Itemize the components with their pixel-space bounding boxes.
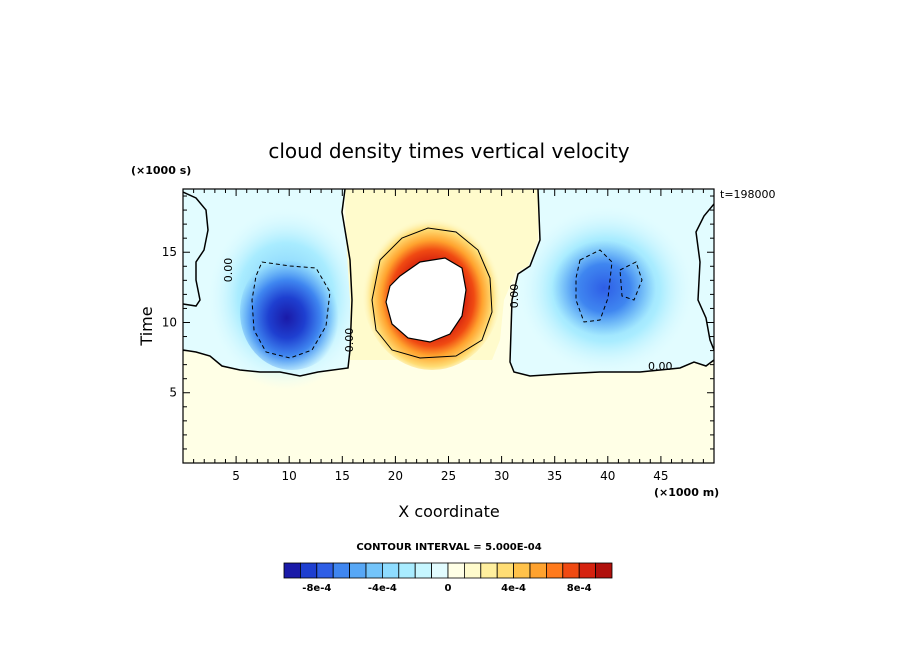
y-tick-label: 15 [162, 245, 177, 259]
x-tick-label: 5 [232, 469, 240, 483]
y-tick-label: 10 [162, 315, 177, 329]
left-downdraft-core [240, 254, 344, 370]
colorbar-swatch [447, 562, 465, 579]
chart-title: cloud density times vertical velocity [268, 139, 629, 163]
time-stamp: t=198000 [720, 188, 776, 201]
contour-label-left: 0.00 [222, 258, 235, 283]
colorbar-swatch [398, 562, 416, 579]
colorbar-swatch [546, 562, 564, 579]
colorbar-swatch [529, 562, 547, 579]
x-tick-label: 45 [653, 469, 668, 483]
axis-ticks: 5 10 15 20 25 30 35 40 45 5 10 15 [162, 189, 714, 483]
colorbar-label: -4e-4 [368, 583, 397, 594]
colorbar-swatch [365, 562, 383, 579]
colorbar-label: 8e-4 [567, 583, 592, 594]
x-tick-label: 40 [600, 469, 615, 483]
contour-label-bottom: 0.00 [648, 360, 673, 373]
x-tick-label: 35 [547, 469, 562, 483]
colorbar-swatch [562, 562, 580, 579]
y-axis-label: Time [137, 306, 156, 346]
colorbar-label: 0 [445, 583, 452, 594]
x-axis-units: (×1000 m) [654, 486, 719, 499]
x-axis-label: X coordinate [398, 502, 499, 521]
zero-contour-right [695, 203, 714, 351]
contour-interval: CONTOUR INTERVAL = 5.000E-04 [356, 542, 541, 553]
central-void [385, 257, 467, 343]
right-negative-contour [575, 249, 613, 323]
colorbar-swatch [414, 562, 433, 579]
right-negative-contour-2 [619, 261, 643, 301]
zero-contour [183, 189, 714, 377]
colorbar-swatch [578, 562, 597, 579]
colorbar-swatch [349, 562, 367, 579]
colorbar-swatch [283, 562, 301, 579]
colorbar-swatch [431, 562, 449, 579]
right-downdraft-core [552, 240, 656, 336]
y-axis-units: (×1000 s) [131, 164, 191, 177]
colorbar-swatch [316, 562, 334, 579]
x-tick-label: 15 [335, 469, 350, 483]
colorbar-label: 4e-4 [501, 583, 526, 594]
contour-label-center: 0.00 [343, 328, 356, 353]
colorbar-swatch [595, 562, 613, 579]
x-tick-label: 30 [494, 469, 509, 483]
updraft-contour [371, 227, 493, 359]
y-tick-label: 5 [169, 386, 177, 400]
colorbar-swatch [332, 562, 351, 579]
heatmap-field [183, 189, 714, 463]
left-negative-contour [251, 261, 331, 359]
contour-label-right: 0.00 [508, 284, 521, 309]
colorbar-swatch [480, 562, 498, 579]
colorbar-swatch [381, 562, 400, 579]
x-tick-label: 25 [441, 469, 456, 483]
x-tick-label: 10 [282, 469, 297, 483]
x-tick-label: 20 [388, 469, 403, 483]
colorbar: -8e-4 -4e-4 0 4e-4 8e-4 [283, 562, 613, 594]
zero-contour-left [183, 191, 209, 307]
colorbar-swatch [513, 562, 531, 579]
colorbar-swatch [299, 562, 318, 579]
colorbar-swatch [496, 562, 515, 579]
colorbar-swatch [463, 562, 482, 579]
colorbar-label: -8e-4 [302, 583, 331, 594]
